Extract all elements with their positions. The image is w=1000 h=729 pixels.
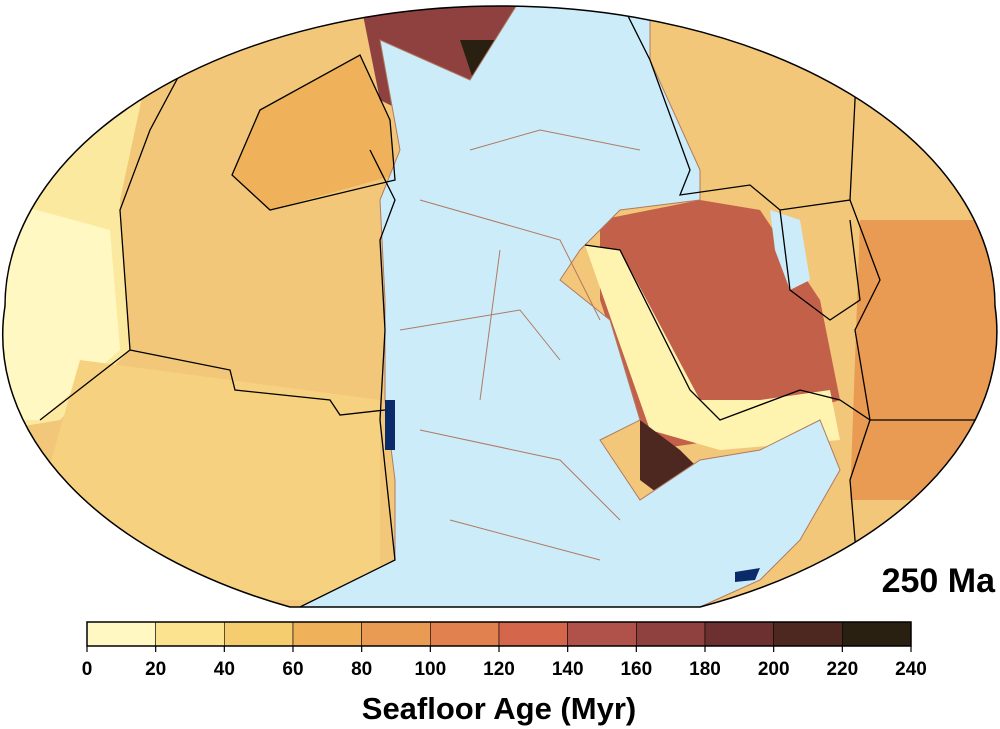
map-frame (2, 5, 998, 608)
colorbar-tick-label: 20 (145, 659, 166, 680)
colorbar-tick-label: 200 (758, 659, 790, 680)
colorbar-segment (224, 621, 294, 647)
colorbar-segment (773, 621, 843, 647)
colorbar-segment (704, 621, 774, 647)
colorbar-segment (498, 621, 568, 647)
colorbar-segment (155, 621, 225, 647)
colorbar-tick-label: 40 (214, 659, 235, 680)
colorbar-segment (636, 621, 706, 647)
plate (232, 55, 395, 210)
colorbar-segment (567, 621, 637, 647)
continent (770, 210, 810, 290)
colorbar-tick-label: 60 (282, 659, 303, 680)
east-crust (850, 220, 997, 500)
colorbar-tick-label: 140 (552, 659, 584, 680)
colorbar-tick-label: 180 (689, 659, 721, 680)
colorbar-segment (292, 621, 362, 647)
colorbar-tick-label: 240 (895, 659, 927, 680)
terrane-lines (399, 129, 641, 561)
colorbar: 0 20 40 60 80 100 120 140 160 180 200 220 240 (82, 621, 927, 680)
colorbar-tick-label: 160 (620, 659, 652, 680)
trench (385, 400, 395, 450)
pangaea (299, 6, 841, 607)
colorbar-label: Seafloor Age (Myr) (362, 691, 636, 726)
colorbar-segment (86, 621, 156, 647)
plate-boundaries (39, 6, 997, 607)
colorbar-segment (842, 621, 912, 647)
colorbar-tick-label: 80 (351, 659, 372, 680)
colorbar-tick-label: 0 (82, 659, 93, 680)
trench (735, 568, 760, 582)
colorbar-segment (430, 621, 500, 647)
map (2, 6, 997, 607)
older-crust (40, 360, 380, 600)
age-label: 250 Ma (882, 562, 996, 600)
colorbar-tick-label: 120 (483, 659, 515, 680)
colorbar-tick-label: 220 (826, 659, 858, 680)
colorbar-tick-label: 100 (414, 659, 446, 680)
colorbar-segment (361, 621, 431, 647)
